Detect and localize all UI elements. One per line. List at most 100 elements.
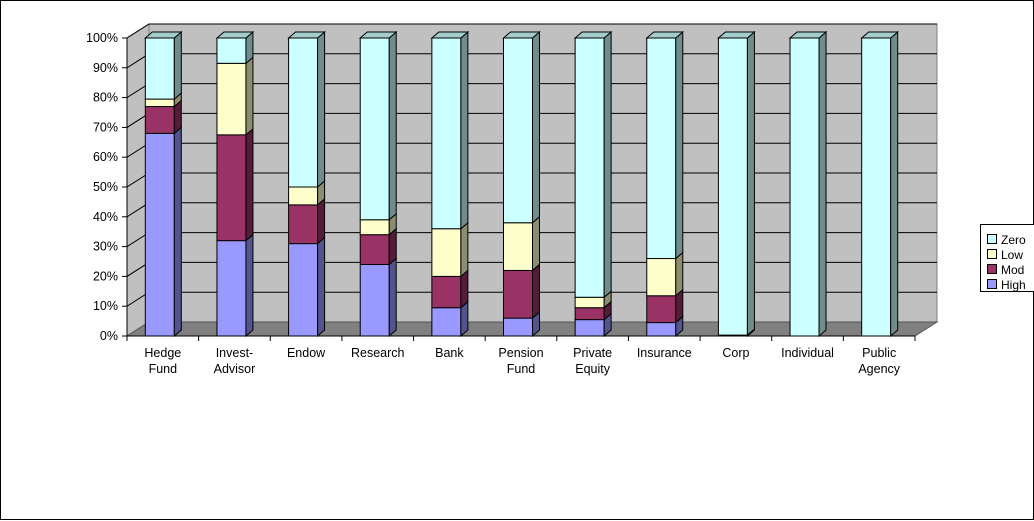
x-tick-label-line: Endow (287, 346, 326, 360)
bar-stack (788, 30, 828, 338)
x-tick-label: Hedge Fund (144, 346, 181, 376)
bar-segment-zero-top (645, 31, 685, 39)
bar-segment-mod (574, 307, 605, 321)
bar-segment-zero-side (317, 30, 326, 189)
y-tick-label: 60% (93, 150, 118, 164)
bar-segment-low (503, 222, 533, 271)
bar-segment-mod (503, 269, 533, 319)
y-tick-label: 0% (100, 329, 118, 343)
bar-stack (358, 30, 398, 338)
y-tick-label: 30% (93, 240, 118, 254)
bar-segment-zero-side (890, 30, 899, 338)
bar-segment-zero-top (143, 31, 183, 39)
bar-segment-low-side (460, 221, 469, 278)
bar-segment-zero (646, 37, 677, 260)
bar-segment-zero-top (573, 31, 613, 39)
bar-segment-zero-top (215, 31, 255, 39)
legend-item-low: Low (987, 247, 1023, 262)
bar-segment-high-side (173, 126, 182, 338)
bar-segment-high (503, 317, 533, 337)
bar-segment-mod (431, 275, 462, 309)
bar-segment-high-side (388, 257, 397, 338)
bar-segment-zero-side (532, 30, 540, 224)
legend-swatch (987, 263, 997, 274)
bar-stack (717, 30, 756, 338)
x-tick-label-line: Individual (781, 346, 834, 360)
bar-stack (502, 30, 541, 338)
bar-segment-zero-side (675, 30, 684, 260)
y-tick-label: 70% (93, 120, 118, 134)
bar-segment-zero (574, 37, 605, 298)
bar-segment-zero-top (717, 31, 756, 39)
bar-stack (860, 30, 900, 338)
legend-item-zero: Zero (987, 232, 1026, 247)
legend-swatch (987, 278, 997, 289)
bar-segment-low (288, 186, 319, 206)
bar-segment-zero-side (460, 30, 469, 230)
chart-legend: Zero Low Mod High (980, 224, 1034, 292)
x-tick-label: Public Agency (858, 346, 900, 376)
legend-label: Mod (1001, 262, 1025, 277)
x-tick-label: Invest- Advisor (214, 346, 256, 376)
bar-segment-zero-top (502, 31, 541, 39)
bar-stack (645, 30, 685, 338)
bar-stack (430, 30, 470, 338)
x-tick-label: Research (351, 346, 405, 360)
bar-segment-zero (861, 37, 892, 337)
bar-segment-low-side (675, 251, 684, 297)
legend-label: Zero (1001, 232, 1026, 247)
x-tick-label: Private Equity (573, 346, 612, 376)
y-tick-label: 40% (93, 210, 118, 224)
bar-segment-zero-top (860, 31, 900, 39)
bar-segment-high-side (245, 233, 254, 338)
bar-stack (143, 30, 183, 338)
bar-segment-mod (144, 106, 175, 134)
bar-segment-zero (288, 37, 319, 188)
x-tick-label-line: Corp (722, 346, 749, 360)
legend-swatch (987, 233, 997, 244)
bar-segment-mod-side (245, 127, 254, 242)
bar-segment-mod (646, 295, 677, 324)
bar-segment-zero (789, 37, 820, 337)
x-tick-label-line: Public (862, 346, 896, 360)
bar-segment-mod (216, 134, 247, 242)
bar-segment-zero (717, 37, 748, 336)
x-tick-label-line: Advisor (214, 362, 256, 376)
bar-stack (573, 30, 613, 338)
bar-segment-zero (216, 37, 247, 64)
y-tick-label: 80% (93, 91, 118, 105)
x-tick-label-line: Agency (858, 362, 900, 376)
bar-segment-mod-side (532, 263, 540, 320)
x-tick-label-line: Private (573, 346, 612, 360)
bar-segment-high (431, 307, 462, 337)
x-tick-label: Individual (781, 346, 834, 360)
bar-segment-zero-top (358, 31, 398, 39)
x-tick-label-line: Fund (149, 362, 178, 376)
bar-segment-zero-side (818, 30, 827, 338)
bar-segment-low (574, 296, 605, 309)
bar-segment-low-side (245, 56, 254, 136)
bar-segment-zero (431, 37, 462, 230)
x-tick-label: Pension Fund (498, 346, 543, 376)
bar-segment-high-side (317, 236, 326, 338)
bar-segment-zero (503, 37, 533, 224)
bar-segment-zero-top (287, 31, 326, 39)
y-tick-label: 100% (86, 31, 118, 45)
bar-segment-zero-side (603, 30, 612, 299)
legend-item-high: High (987, 277, 1026, 292)
x-tick-label-line: Research (351, 346, 405, 360)
bar-segment-zero-side (388, 30, 397, 221)
x-tick-label-line: Bank (435, 346, 464, 360)
bar-segment-zero-top (788, 31, 828, 39)
gridline (126, 23, 937, 39)
bar-segment-high (288, 243, 319, 337)
bar-segment-low (359, 219, 390, 236)
y-tick-label: 90% (93, 61, 118, 75)
x-tick-label-line: Hedge (144, 346, 181, 360)
bar-stack (287, 30, 326, 338)
bar-segment-high (574, 319, 605, 337)
bar-segment-zero-top (430, 31, 470, 39)
bar-segment-high (646, 322, 677, 337)
x-tick-label-line: Pension (498, 346, 543, 360)
